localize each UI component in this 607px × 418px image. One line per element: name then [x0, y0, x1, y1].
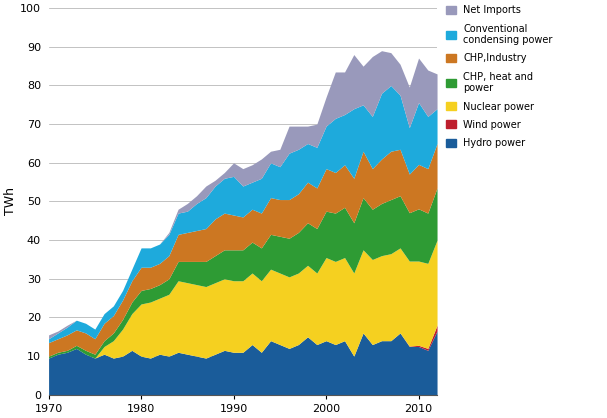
Legend: Net Imports, Conventional
condensing power, CHP,Industry, CHP, heat and
power, N: Net Imports, Conventional condensing pow… — [446, 5, 552, 148]
Y-axis label: TWh: TWh — [4, 188, 17, 216]
